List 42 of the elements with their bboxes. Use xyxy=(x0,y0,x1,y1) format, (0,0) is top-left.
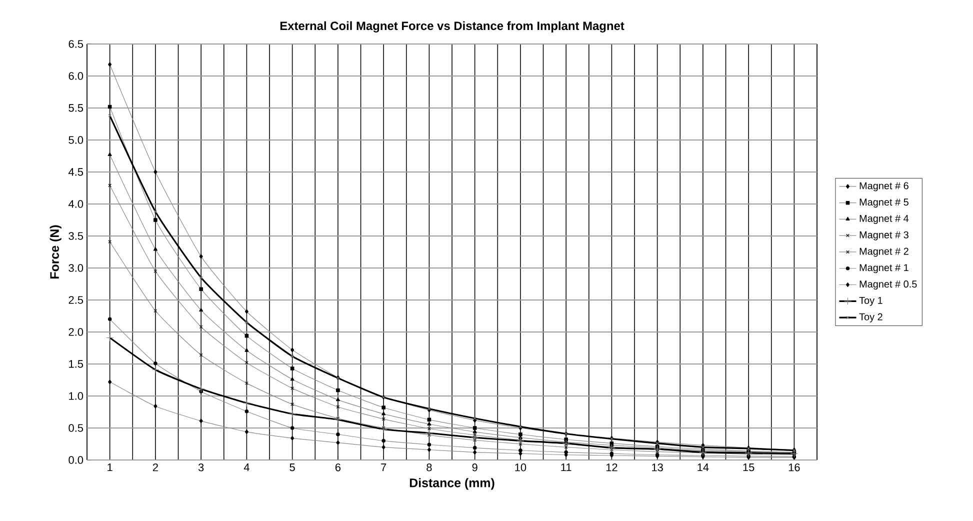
y-tick-label: 0.0 xyxy=(68,456,84,464)
x-tick-label: 13 xyxy=(652,464,663,472)
y-tick-label: 6.5 xyxy=(68,40,84,48)
x-tick-label: 12 xyxy=(606,464,618,472)
y-tick-label: 2.5 xyxy=(68,296,84,304)
x-tick-label: 4 xyxy=(244,464,250,472)
x-tick-label: 16 xyxy=(788,464,800,472)
x-axis-title: Distance (mm) xyxy=(410,478,494,490)
y-tick-label: 4.5 xyxy=(68,168,84,176)
legend-label: Magnet # 0.5 xyxy=(860,280,917,290)
legend-label: Toy 2 xyxy=(859,313,882,322)
y-tick-label: 5.5 xyxy=(68,104,84,112)
x-tick-label: 15 xyxy=(743,464,754,472)
x-tick-label: 1 xyxy=(108,464,112,472)
y-axis-title: Force (N) xyxy=(50,225,62,278)
y-tick-label: 6.0 xyxy=(68,72,84,80)
y-tick-label: 2.0 xyxy=(68,328,84,336)
y-tick-label: 4.0 xyxy=(68,200,84,208)
x-tick-label: 10 xyxy=(515,464,526,472)
y-tick-label: 3.5 xyxy=(68,232,84,240)
legend-label: Magnet # 6 xyxy=(860,182,908,192)
x-tick-label: 5 xyxy=(290,464,295,472)
chart-title: External Coil Magnet Force vs Distance from Implant Magnet xyxy=(280,21,624,32)
x-tick-label: 7 xyxy=(381,464,386,472)
y-tick-label: 5.0 xyxy=(68,136,84,144)
x-tick-label: 8 xyxy=(426,464,432,472)
x-tick-label: 9 xyxy=(472,464,478,472)
legend-label: Magnet # 5 xyxy=(860,198,908,208)
y-tick-label: 1.5 xyxy=(69,360,84,368)
legend-label: Magnet # 4 xyxy=(860,214,909,224)
y-tick-label: 3.0 xyxy=(68,264,84,272)
legend-label: Magnet # 3 xyxy=(860,231,908,240)
legend-label: Magnet # 1 xyxy=(860,264,908,274)
y-tick-label: 1.0 xyxy=(69,392,84,400)
legend-label: Toy 1 xyxy=(859,296,882,306)
x-tick-label: 3 xyxy=(198,464,204,472)
x-tick-label: 14 xyxy=(698,464,709,472)
y-tick-label: 0.5 xyxy=(68,424,84,432)
legend-label: Magnet # 2 xyxy=(860,248,908,257)
x-tick-label: 6 xyxy=(335,464,341,472)
x-tick-label: 11 xyxy=(561,464,572,472)
x-tick-label: 2 xyxy=(152,464,158,472)
